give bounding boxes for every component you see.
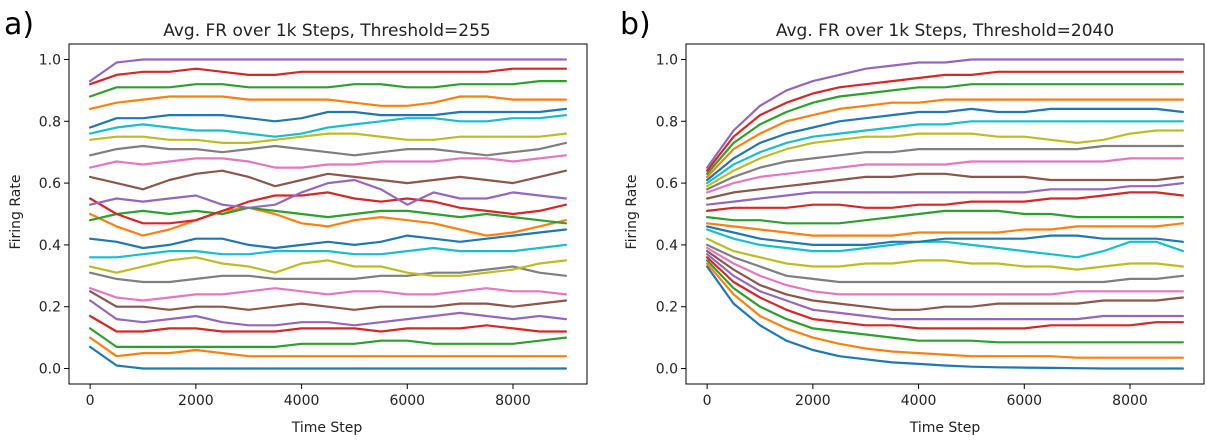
- series-line-a-13: [88, 206, 568, 225]
- series-line-a-12: [88, 206, 568, 237]
- series-line-a-23: [88, 79, 568, 98]
- series-line-a-3: [88, 327, 568, 348]
- panel-a: a) Avg. FR over 1k Steps, Threshold=255 …: [4, 7, 588, 436]
- y-tick-label-a-5: 1.0: [39, 52, 61, 68]
- series-line-b-12: [705, 222, 1185, 237]
- x-tick-label-b-1: 2000: [795, 393, 831, 409]
- y-tick-label-a-2: 0.4: [39, 238, 61, 254]
- series-line-b-19: [705, 129, 1185, 188]
- series-line-b-24: [705, 70, 1185, 172]
- series-line-a-8: [88, 265, 568, 284]
- y-tick-label-a-4: 0.8: [39, 114, 61, 130]
- series-line-b-7: [705, 246, 1185, 296]
- series-line-a-14: [88, 191, 568, 225]
- x-axis-label-a: Time Step: [291, 420, 363, 436]
- x-tick-label-a-1: 2000: [178, 393, 214, 409]
- plot-frame-b: [685, 43, 1205, 385]
- x-tick-label-b-0: 0: [703, 393, 712, 409]
- series-line-a-4: [88, 314, 568, 333]
- series-line-a-21: [88, 107, 568, 129]
- series-line-a-11: [88, 228, 568, 250]
- y-tick-label-b-0: 0.0: [656, 362, 678, 378]
- series-line-b-1: [705, 265, 1185, 370]
- series-line-a-5: [88, 299, 568, 327]
- series-line-a-1: [88, 345, 568, 370]
- y-tick-label-b-2: 0.4: [656, 238, 678, 254]
- x-tick-label-a-3: 6000: [389, 393, 425, 409]
- series-line-a-20: [88, 113, 568, 138]
- plot-frame-a: [68, 43, 588, 385]
- series-line-b-25: [705, 58, 1185, 169]
- series-line-a-24: [88, 67, 568, 86]
- x-tick-label-b-3: 6000: [1006, 393, 1042, 409]
- series-line-b-18: [705, 144, 1185, 191]
- x-tick-label-b-2: 4000: [901, 393, 937, 409]
- series-line-b-17: [705, 157, 1185, 194]
- series-line-b-21: [705, 107, 1185, 182]
- panel-label-b: b): [620, 7, 651, 42]
- series-line-b-10: [705, 228, 1185, 259]
- series-line-a-22: [88, 95, 568, 111]
- y-tick-label-a-0: 0.0: [39, 362, 61, 378]
- series-line-b-8: [705, 243, 1185, 284]
- y-tick-label-b-1: 0.2: [656, 300, 678, 316]
- series-line-b-6: [705, 250, 1185, 311]
- series-line-b-4: [705, 256, 1185, 330]
- series-line-a-19: [88, 132, 568, 144]
- y-tick-label-a-3: 0.6: [39, 176, 61, 192]
- y-tick-label-b-3: 0.6: [656, 176, 678, 192]
- series-line-b-11: [705, 225, 1185, 246]
- y-tick-label-b-4: 0.8: [656, 114, 678, 130]
- series-line-a-16: [88, 169, 568, 191]
- series-line-a-18: [88, 141, 568, 157]
- panel-b: b) Avg. FR over 1k Steps, Threshold=2040…: [620, 7, 1205, 436]
- chart-title-b: Avg. FR over 1k Steps, Threshold=2040: [776, 21, 1114, 41]
- series-line-b-16: [705, 172, 1185, 200]
- series-line-a-17: [88, 154, 568, 169]
- chart-title-a: Avg. FR over 1k Steps, Threshold=255: [163, 21, 491, 41]
- series-line-a-25: [88, 58, 568, 83]
- y-axis-label-a: Firing Rate: [8, 175, 24, 250]
- series-line-b-14: [705, 191, 1185, 212]
- series-line-b-13: [705, 209, 1185, 225]
- series-line-a-7: [88, 287, 568, 302]
- x-axis-label-b: Time Step: [909, 420, 981, 436]
- series-line-b-15: [705, 182, 1185, 206]
- series-line-b-9: [705, 237, 1185, 271]
- series-line-b-23: [705, 83, 1185, 175]
- series-line-a-10: [88, 243, 568, 259]
- series-line-a-9: [88, 256, 568, 277]
- x-tick-label-b-4: 8000: [1112, 393, 1148, 409]
- series-line-b-5: [705, 253, 1185, 321]
- series-line-b-3: [705, 259, 1185, 344]
- series-line-b-20: [705, 120, 1185, 185]
- series-line-b-22: [705, 98, 1185, 178]
- y-axis-label-b: Firing Rate: [624, 175, 640, 250]
- panel-label-a: a): [4, 7, 34, 42]
- plot-area-b: [705, 58, 1185, 370]
- series-line-b-2: [705, 262, 1185, 359]
- x-tick-label-a-0: 0: [86, 393, 95, 409]
- series-line-a-2: [88, 336, 568, 358]
- y-tick-label-a-1: 0.2: [39, 300, 61, 316]
- x-tick-label-a-2: 4000: [284, 393, 320, 409]
- plot-area-a: [88, 58, 568, 370]
- x-tick-label-a-4: 8000: [495, 393, 531, 409]
- series-line-a-15: [88, 178, 568, 209]
- series-line-a-6: [88, 290, 568, 311]
- y-tick-label-b-5: 1.0: [656, 52, 678, 68]
